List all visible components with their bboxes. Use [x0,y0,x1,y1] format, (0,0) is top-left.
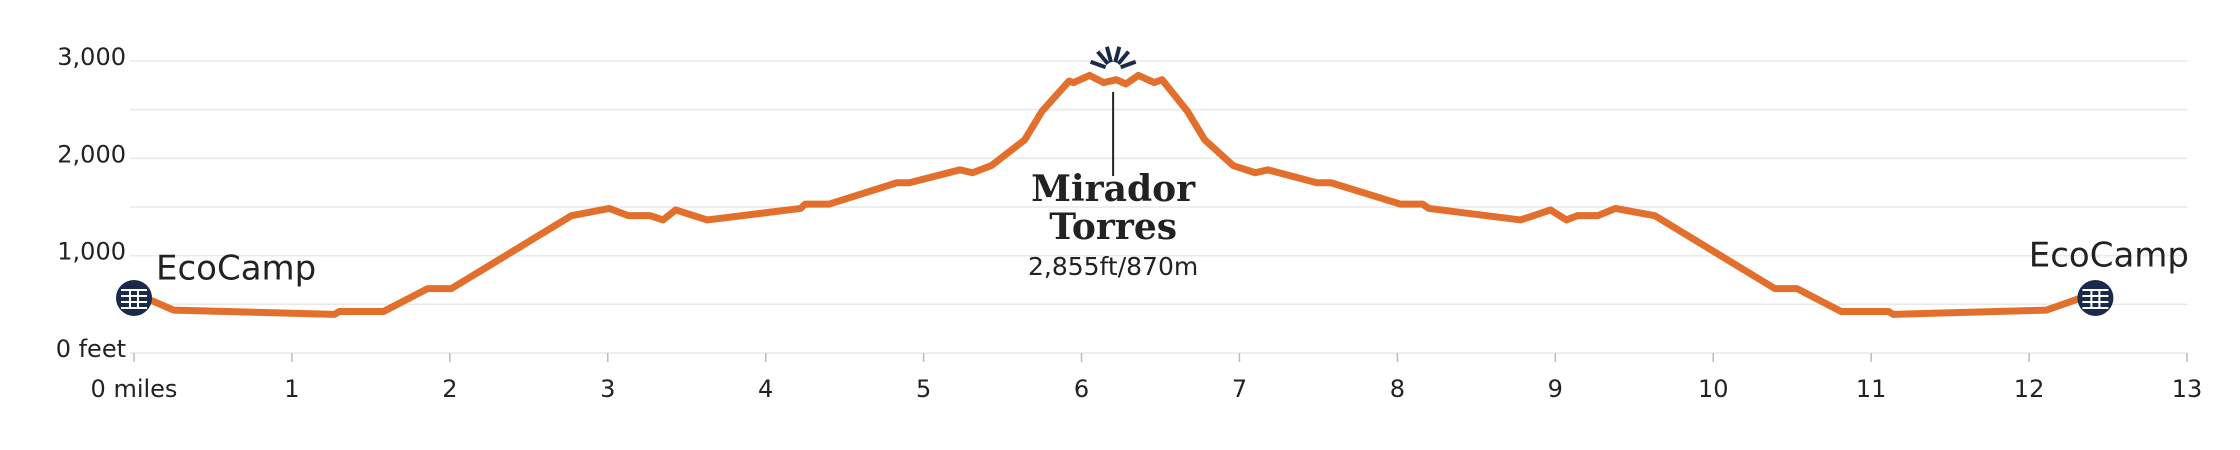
camp-icon [2077,279,2114,316]
x-tick-label: 3 [600,375,615,403]
y-tick-label: 2,000 [57,140,126,168]
camp-marker [2077,279,2114,316]
summit-ray [1113,46,1122,63]
summit-marker [1089,46,1137,176]
x-tick-label: 0 miles [91,375,178,403]
x-tick-label: 13 [2172,375,2203,403]
x-tick-label: 6 [1074,375,1089,403]
x-tick-label: 7 [1232,375,1247,403]
y-tick-label: 3,000 [57,43,126,71]
x-tick-label: 2 [442,375,457,403]
y-tick-label: 0 feet [56,335,126,363]
summit-ray [1104,46,1113,63]
summit-ray [1096,50,1110,66]
camp-label: EcoCamp [2029,236,2189,276]
x-tick-label: 9 [1548,375,1563,403]
summit-name: Mirador Torres [1031,168,1196,248]
summit-ray [1089,59,1107,70]
camp-label: EcoCamp [156,249,316,289]
summit-detail: 2,855ft/870m [1027,252,1199,281]
camp-icon [116,279,152,316]
x-tick-label: 4 [758,375,773,403]
x-tick-label: 10 [1698,375,1729,403]
summit-ray [1116,50,1131,66]
y-tick-label: 1,000 [57,238,126,266]
summit-ray [1119,59,1137,70]
x-tick-label: 5 [916,375,931,403]
x-tick-label: 12 [2014,375,2045,403]
x-tick-label: 1 [284,375,299,403]
x-tick-label: 8 [1390,375,1405,403]
camp-marker [116,279,152,316]
x-tick-label: 11 [1856,375,1887,403]
elevation-line [130,71,2099,318]
